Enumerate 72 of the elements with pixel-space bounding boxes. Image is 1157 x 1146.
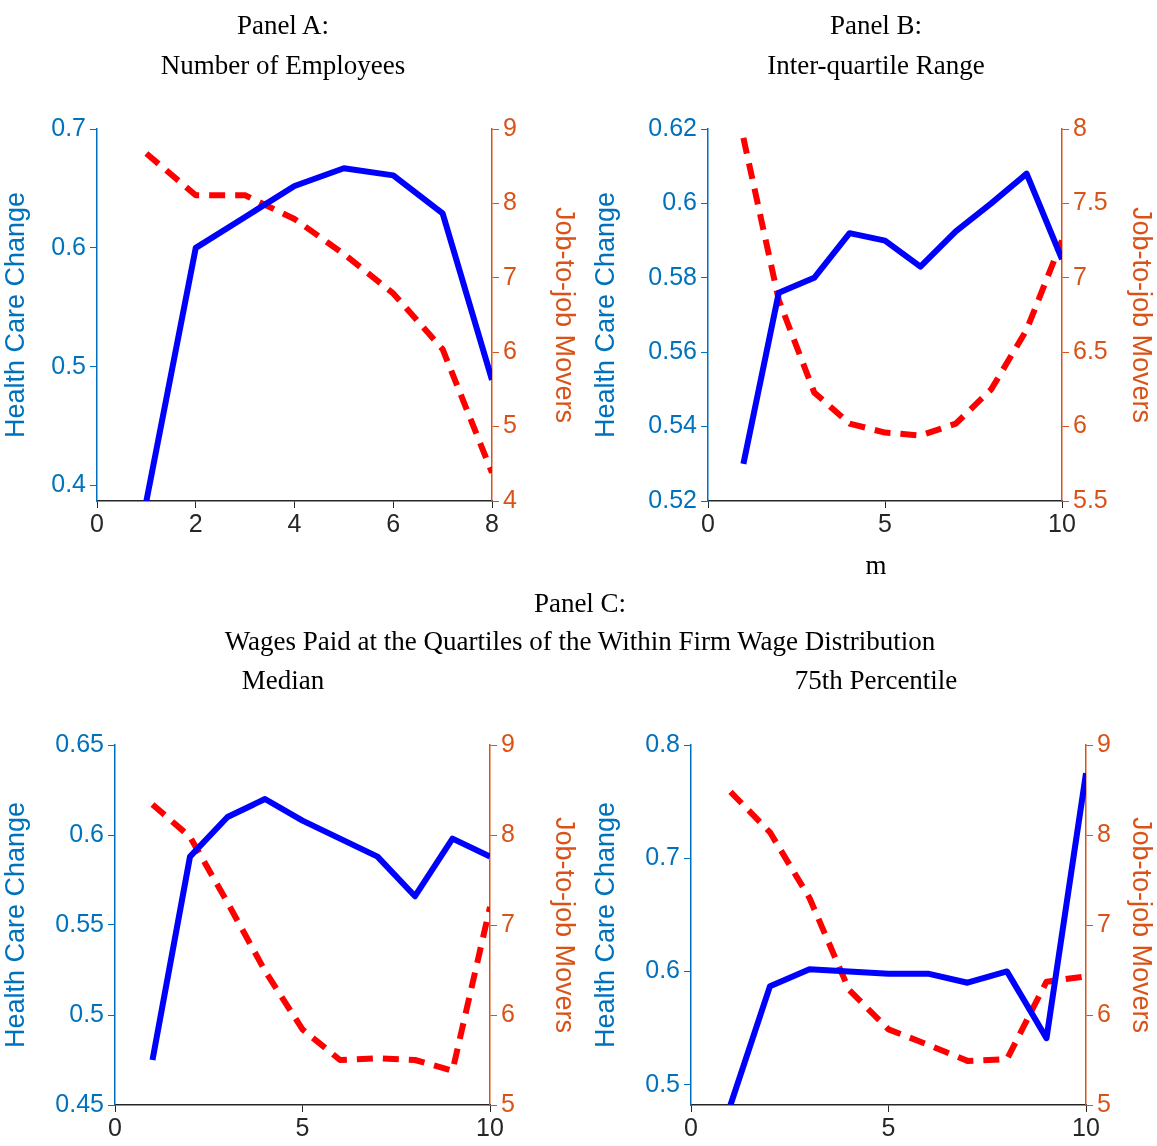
y-tick-label: 0.5 xyxy=(69,998,104,1027)
y-tick-label: 0.65 xyxy=(55,728,104,757)
x-tick-label: 10 xyxy=(1048,508,1076,537)
y2-tick-label: 6 xyxy=(1097,998,1111,1027)
x-tick-label: 4 xyxy=(287,508,302,537)
y2-tick-label: 7 xyxy=(1073,261,1087,290)
x-tick-label: 5 xyxy=(881,1112,896,1141)
chart-title: Median xyxy=(241,665,325,695)
x-tick-label: 6 xyxy=(386,508,401,537)
y-tick-label: 0.54 xyxy=(648,410,698,439)
chart-title: Panel B: xyxy=(829,10,923,40)
y2-tick-label: 8 xyxy=(501,818,515,847)
y2-tick-label: 6 xyxy=(503,336,517,365)
y2-tick-label: 4 xyxy=(503,484,517,513)
y-tick-label: 0.55 xyxy=(55,908,104,937)
y-tick-label: 0.6 xyxy=(645,955,680,984)
y2-tick-label: 8 xyxy=(503,187,517,216)
y2-tick-label: 6 xyxy=(501,998,515,1027)
y2-tick-label: 5 xyxy=(1097,1088,1111,1117)
y2-tick-label: 7 xyxy=(503,261,517,290)
chart-subtitle: Inter-quartile Range xyxy=(767,50,985,80)
y2-tick-label: 8 xyxy=(1097,818,1111,847)
y-axis-title: Health Care Change xyxy=(0,801,30,1049)
x-tick-label: 2 xyxy=(188,508,203,537)
y2-tick-label: 9 xyxy=(503,112,517,141)
y2-tick-label: 7 xyxy=(1097,908,1111,937)
y2-tick-label: 7.5 xyxy=(1073,187,1108,216)
y-tick-label: 0.52 xyxy=(648,484,697,513)
y2-tick-label: 8 xyxy=(1073,112,1087,141)
y-tick-label: 0.8 xyxy=(645,728,680,757)
y-tick-label: 0.7 xyxy=(645,842,680,871)
y2-tick-label: 6 xyxy=(1073,410,1087,439)
y-tick-label: 0.5 xyxy=(645,1068,680,1097)
chart-subtitle: Number of Employees xyxy=(160,50,406,80)
y-axis-title: Health Care Change xyxy=(589,191,620,439)
y-tick-label: 0.7 xyxy=(51,112,86,141)
y-tick-label: 0.5 xyxy=(51,350,86,379)
y2-tick-label: 9 xyxy=(1097,728,1111,757)
y2-axis-title: Job-to-job Movers xyxy=(1127,206,1157,424)
y2-tick-label: 9 xyxy=(501,728,515,757)
x-tick-label: 8 xyxy=(485,508,499,537)
x-tick-label: 10 xyxy=(1072,1112,1100,1141)
x-axis-title: m xyxy=(865,550,887,580)
x-tick-label: 0 xyxy=(701,508,715,537)
y-tick-label: 0.6 xyxy=(662,187,697,216)
y-tick-label: 0.62 xyxy=(648,112,697,141)
y2-tick-label: 5 xyxy=(501,1088,515,1117)
x-tick-label: 10 xyxy=(476,1112,504,1141)
x-tick-label: 0 xyxy=(90,508,104,537)
text: Wages Paid at the Quartiles of the Within Firm Wage Distribution xyxy=(224,626,936,656)
y2-tick-label: 6.5 xyxy=(1073,336,1108,365)
y-tick-label: 0.6 xyxy=(51,231,86,260)
y2-axis-title: Job-to-job Movers xyxy=(550,206,581,424)
x-tick-label: 5 xyxy=(878,508,892,537)
y2-tick-label: 5 xyxy=(503,410,517,439)
chart-title: 75th Percentile xyxy=(794,665,958,695)
y-tick-label: 0.6 xyxy=(69,818,104,847)
text: Panel C: xyxy=(533,588,627,618)
x-tick-label: 0 xyxy=(108,1112,122,1141)
chart-title: Panel A: xyxy=(236,10,330,40)
x-tick-label: 5 xyxy=(295,1112,310,1141)
y-axis-title: Health Care Change xyxy=(0,191,30,439)
y-tick-label: 0.58 xyxy=(648,261,697,290)
y2-tick-label: 5.5 xyxy=(1073,484,1108,513)
y2-axis-title: Job-to-job Movers xyxy=(550,816,581,1034)
y-tick-label: 0.45 xyxy=(55,1088,104,1117)
y2-tick-label: 7 xyxy=(501,908,515,937)
y-axis-title: Health Care Change xyxy=(589,801,620,1049)
y-tick-label: 0.4 xyxy=(51,469,87,498)
x-tick-label: 0 xyxy=(684,1112,698,1141)
y2-axis-title: Job-to-job Movers xyxy=(1127,816,1157,1034)
y-tick-label: 0.56 xyxy=(648,336,697,365)
